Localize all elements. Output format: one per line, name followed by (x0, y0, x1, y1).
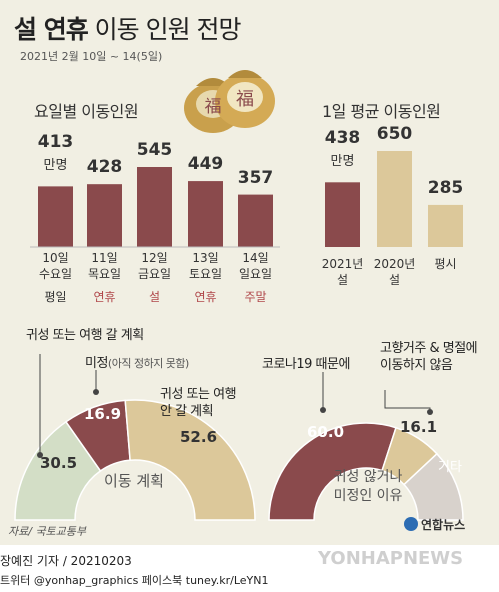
pie1-slice (124, 399, 256, 521)
date-range: 2021년 2월 10일 ~ 14(5일) (20, 50, 163, 63)
leader-dot (93, 389, 99, 395)
bar-unit-label: 만명 (43, 158, 68, 174)
source-note: 자료/ 국토교통부 (8, 525, 87, 538)
bar-category-label: 평시 (434, 257, 457, 271)
bar-value-label: 650 (376, 124, 413, 144)
watermark: YONHAPNEWS (318, 548, 464, 569)
bar-day-label: 10일 (42, 251, 69, 265)
bar-value-label: 357 (237, 167, 274, 188)
bar-day-label: 14일 (242, 251, 269, 265)
pie1-center-label: 이동 계획 (104, 472, 164, 490)
bar-value-label: 285 (427, 177, 464, 198)
leader-dot (427, 409, 433, 415)
bar-tag-label: 연휴 (93, 290, 116, 304)
pie2-value-home: 16.1 (400, 418, 438, 436)
annotation-undecided: 미정(아직 정하지 못함) (85, 356, 189, 371)
bar-average (377, 151, 412, 247)
page-title: 설 연휴 이동 인원 전망 (14, 15, 242, 44)
bar-tag-label: 평일 (44, 290, 67, 304)
bar-value-label: 545 (136, 140, 173, 160)
bar-weekday-label: 토요일 (188, 267, 223, 281)
annotation-covid: 코로나19 때문에 (262, 357, 350, 372)
pie1-value-undecided: 16.9 (84, 405, 122, 423)
pie2-center-label: 귀성 않거나 미정인 이유 (333, 469, 403, 504)
leader-line (384, 390, 431, 412)
bar-value-label: 413 (37, 132, 74, 153)
pie1-value-go: 30.5 (40, 454, 78, 472)
pie2-value-covid: 60.0 (307, 423, 345, 441)
bar-day-label: 11일 (91, 251, 118, 265)
pie2-slice (268, 422, 397, 521)
bar-weekday-label: 수요일 (38, 267, 73, 281)
pie2-value-etc: 기타 (438, 460, 462, 475)
bar-value-label: 428 (86, 157, 123, 178)
annotation-no: 귀성 또는 여행 안 갈 계획 (160, 387, 237, 419)
bar-daily (87, 184, 122, 247)
bar-average (428, 204, 463, 247)
bar-daily (238, 194, 273, 247)
annotation-home: 고향거주 & 명절에 이동하지 않음 (380, 341, 478, 373)
pie2-slice (402, 452, 464, 521)
lucky-bags-illustration: 福 福 (184, 70, 275, 133)
bar-value-label: 449 (187, 154, 224, 175)
bar-category-label: 2021년 (321, 257, 364, 271)
bar-daily (137, 167, 172, 247)
pie1-value-no: 52.6 (180, 428, 218, 446)
bar-weekday-label: 목요일 (87, 267, 122, 281)
section-title-average: 1일 평균 이동인원 (322, 102, 441, 121)
yonhap-logo: 연합뉴스 (404, 516, 465, 533)
bar-daily (38, 186, 73, 247)
section-title-daily: 요일별 이동인원 (34, 102, 139, 121)
bar-unit-label: 만명 (330, 154, 355, 170)
bar-tag-label: 주말 (244, 290, 267, 304)
bar-average (325, 182, 360, 247)
bar-day-label: 13일 (192, 251, 219, 265)
bar-weekday-label: 금요일 (137, 267, 172, 281)
bar-day-label: 12일 (141, 251, 168, 265)
bar-category-label: 설 (388, 273, 401, 287)
fortune-char: 福 (236, 89, 254, 110)
leader-dot (320, 407, 326, 413)
bar-weekday-label: 일요일 (238, 267, 273, 281)
bar-daily (188, 181, 223, 247)
bar-tag-label: 연휴 (194, 290, 217, 304)
annotation-go: 귀성 또는 여행 갈 계획 (26, 328, 144, 343)
fortune-char: 福 (205, 97, 222, 117)
bar-tag-label: 설 (148, 290, 161, 304)
bar-category-label: 설 (336, 273, 349, 287)
credit-line-1: 장예진 기자 / 20210203 (0, 554, 132, 568)
credit-line-2: 트위터 @yonhap_graphics 페이스북 tuney.kr/LeYN1 (0, 574, 269, 587)
bar-value-label: 438 (324, 128, 361, 149)
leader-dot (37, 452, 43, 458)
bar-category-label: 2020년 (373, 257, 416, 271)
